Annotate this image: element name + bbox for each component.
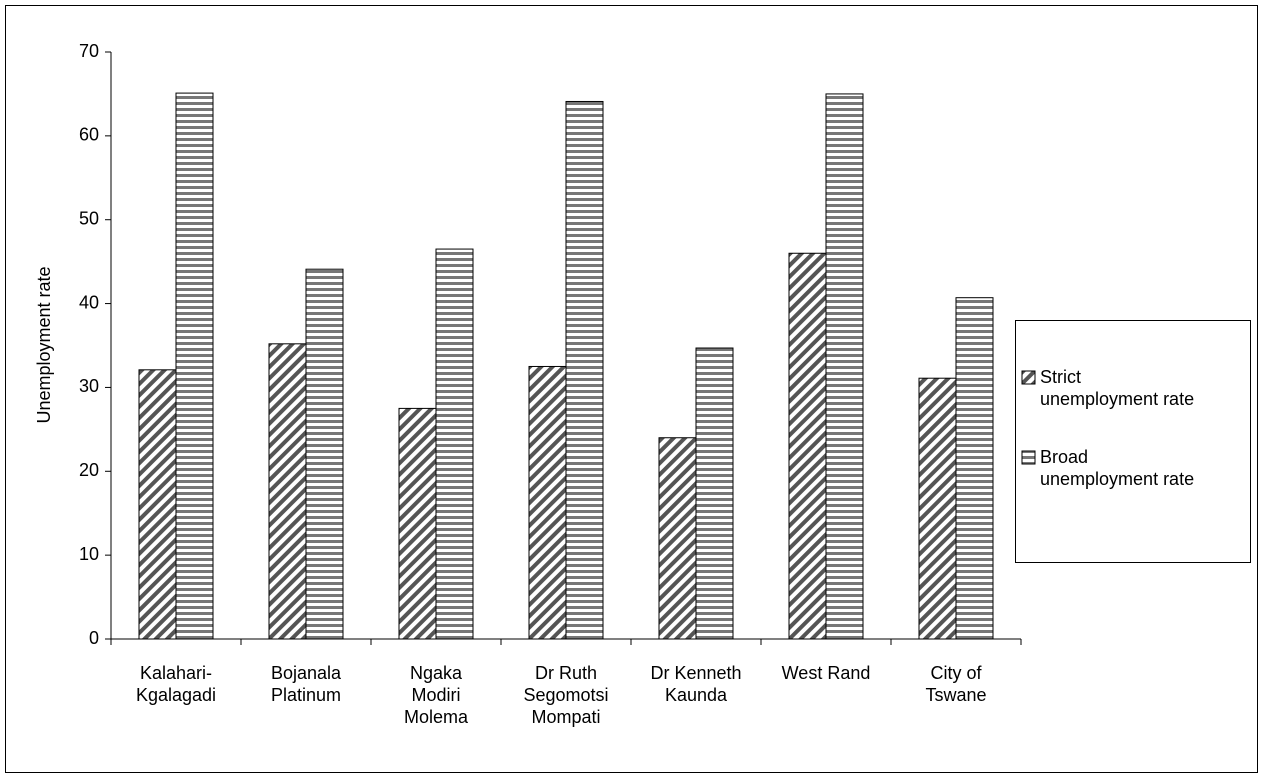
bar bbox=[788, 252, 827, 640]
x-tick-label: Dr Kenneth Kaunda bbox=[650, 663, 741, 705]
legend-label: Broad unemployment rate bbox=[1040, 447, 1194, 489]
y-tick-label: 20 bbox=[79, 460, 99, 480]
y-tick-label: 10 bbox=[79, 544, 99, 564]
y-tick-label: 30 bbox=[79, 376, 99, 396]
y-tick-label: 50 bbox=[79, 208, 99, 228]
bar bbox=[565, 100, 604, 640]
x-tick-label: Ngaka Modiri Molema bbox=[404, 663, 469, 727]
bar bbox=[955, 297, 994, 640]
bar bbox=[138, 369, 177, 640]
legend-label: Strict unemployment rate bbox=[1040, 367, 1194, 409]
bar bbox=[268, 343, 307, 640]
legend-swatch bbox=[1021, 370, 1036, 385]
bar bbox=[658, 437, 697, 640]
bar bbox=[918, 377, 957, 640]
bar bbox=[305, 268, 344, 640]
bar bbox=[695, 347, 734, 640]
y-axis-label: Unemployment rate bbox=[34, 266, 54, 423]
x-tick-label: City of Tswane bbox=[925, 663, 986, 705]
bar bbox=[825, 93, 864, 640]
x-tick-label: Kalahari-Kgalagadi bbox=[136, 663, 216, 705]
bar bbox=[528, 365, 567, 640]
legend-box bbox=[1015, 320, 1251, 563]
bar bbox=[175, 92, 214, 640]
y-tick-label: 40 bbox=[79, 292, 99, 312]
y-tick-label: 60 bbox=[79, 125, 99, 145]
y-tick-label: 70 bbox=[79, 41, 99, 61]
x-tick-label: West Rand bbox=[782, 663, 871, 683]
legend-swatch bbox=[1021, 450, 1036, 465]
x-tick-label: Dr Ruth Segomotsi Mompati bbox=[523, 663, 608, 727]
y-tick-label: 0 bbox=[89, 628, 99, 648]
bar bbox=[398, 407, 437, 640]
bar bbox=[435, 248, 474, 640]
x-tick-label: Bojanala Platinum bbox=[271, 663, 342, 705]
